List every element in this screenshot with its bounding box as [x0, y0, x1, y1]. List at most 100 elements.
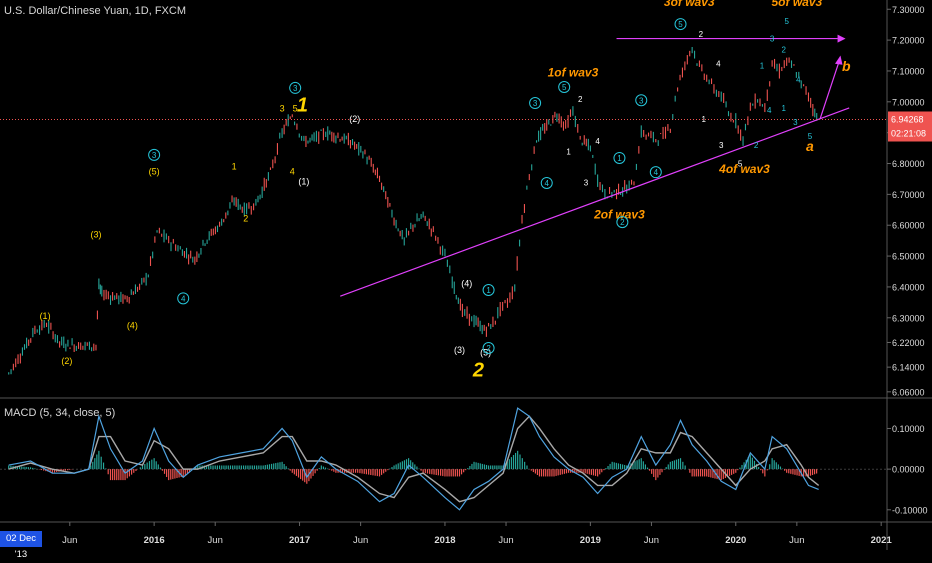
wave-label: 1	[297, 95, 308, 117]
x-tick-label: Jun	[208, 535, 223, 546]
x-tick-label: 2019	[580, 535, 601, 546]
chart-title: U.S. Dollar/Chinese Yuan, 1D, FXCM	[4, 5, 186, 17]
last-price-label: 6.94268	[891, 114, 924, 124]
wave-circle-label: 3	[152, 151, 157, 160]
wave-label: 4	[716, 60, 721, 69]
wave-circle	[558, 81, 571, 94]
wave-label: (1)	[40, 311, 51, 321]
wave-label: 3	[584, 178, 589, 187]
wave-label: 1	[566, 148, 571, 157]
macd-title: MACD (5, 34, close, 5)	[4, 407, 116, 419]
macd-signal-line	[8, 415, 820, 503]
wave-circle-label: 4	[181, 294, 186, 303]
y-tick-label: 6.22000	[892, 338, 925, 348]
wave-label: 2	[243, 214, 248, 224]
wave-label: a	[806, 138, 814, 154]
wave-circle	[540, 176, 553, 189]
y-tick-label: 6.40000	[892, 282, 925, 292]
wave-label: 2	[472, 359, 484, 381]
wave-label: 2	[699, 30, 704, 39]
wave-label: (3)	[454, 345, 465, 355]
wave-circle-label: 1	[486, 286, 491, 295]
wave-label: 4	[290, 166, 295, 176]
candle-countdown: 02:21:08	[891, 128, 926, 138]
last-price-box	[888, 111, 932, 142]
price-chart[interactable]: 7.300007.200007.100007.000006.900006.800…	[0, 0, 932, 550]
projection-arrow	[819, 61, 840, 119]
wave-label: 5of wav3	[771, 0, 822, 9]
wave-label: 1	[782, 104, 787, 113]
x-tick-label: 2021	[871, 535, 893, 546]
wave-label: 3of wav3	[664, 0, 715, 9]
wave-circle	[674, 18, 687, 31]
x-tick-label: Jun	[789, 535, 804, 546]
wave-circle	[613, 151, 626, 164]
x-tick-label: Jun	[62, 535, 77, 546]
wave-circle-label: 4	[545, 179, 550, 188]
wave-label: 1of wav3	[548, 66, 599, 80]
wave-label: 5	[808, 132, 813, 141]
wave-label: (2)	[349, 114, 360, 124]
wave-circle-label: 2	[620, 218, 625, 227]
wave-circle	[289, 81, 302, 94]
wave-circle-label: 1	[617, 154, 622, 163]
wave-label: 4	[595, 137, 600, 146]
y-tick-label: 6.80000	[892, 159, 925, 169]
wave-circle-label: 3	[293, 84, 298, 93]
wave-label: 5	[738, 160, 743, 169]
wave-circle	[482, 284, 495, 297]
wave-label: 4	[767, 106, 772, 115]
y-tick-label: 6.60000	[892, 221, 925, 231]
wave-label: 5	[784, 17, 789, 26]
wave-circle-label: 5	[678, 20, 683, 29]
wave-circle-label: 3	[639, 96, 644, 105]
wave-label: (1)	[298, 176, 309, 186]
x-tick-label: 2017	[289, 535, 310, 546]
wave-label: (5)	[149, 166, 160, 176]
wave-circle-label: 5	[562, 83, 567, 92]
wave-circle	[529, 97, 542, 110]
x-tick-label: Jun	[498, 535, 513, 546]
wave-circle	[482, 342, 495, 355]
x-tick-label: 2016	[144, 535, 165, 546]
x-tick-label: 2020	[725, 535, 746, 546]
wave-circle-label: 3	[533, 99, 538, 108]
wave-circle-label: 2	[486, 344, 491, 353]
wave-label: 3	[793, 118, 798, 127]
y-tick-label: 6.70000	[892, 190, 925, 200]
support-trendline	[340, 107, 850, 297]
wave-label: (3)	[90, 229, 101, 239]
wave-circle	[148, 148, 161, 161]
wave-label: 2of wav3	[593, 207, 645, 221]
wave-label: (4)	[461, 279, 472, 289]
wave-label: 5	[293, 104, 298, 114]
wave-label: 2	[782, 45, 787, 54]
wave-circle	[616, 216, 629, 229]
y-tick-label: 6.06000	[892, 387, 925, 397]
wave-label: 4	[796, 75, 801, 84]
y-tick-label: 7.00000	[892, 97, 925, 107]
wave-label: 3	[280, 104, 285, 114]
x-tick-label: Jun	[353, 535, 368, 546]
y-tick-label: 6.30000	[892, 313, 925, 323]
wave-label: 2	[754, 141, 759, 150]
x-tick-label: 2018	[434, 535, 455, 546]
macd-y-tick-label: 0.10000	[892, 424, 925, 434]
wave-label: b	[842, 58, 851, 74]
y-tick-label: 7.20000	[892, 36, 925, 46]
wave-label: 1	[760, 61, 765, 70]
wave-label: 2	[578, 95, 583, 104]
wave-circle	[649, 166, 662, 179]
x-tick-label: Jun	[644, 535, 659, 546]
macd-y-tick-label: 0.00000	[892, 465, 925, 475]
resistance-arrow-head	[837, 34, 846, 43]
wave-label: (4)	[127, 320, 138, 330]
y-tick-label: 6.50000	[892, 252, 925, 262]
y-tick-label: 7.10000	[892, 66, 925, 76]
y-tick-label: 7.30000	[892, 5, 925, 15]
macd-line	[8, 407, 819, 511]
wave-label: 3	[719, 141, 724, 150]
wave-label: 4of wav3	[718, 162, 770, 176]
wave-circle	[635, 94, 648, 107]
wave-label: 1	[702, 115, 707, 124]
